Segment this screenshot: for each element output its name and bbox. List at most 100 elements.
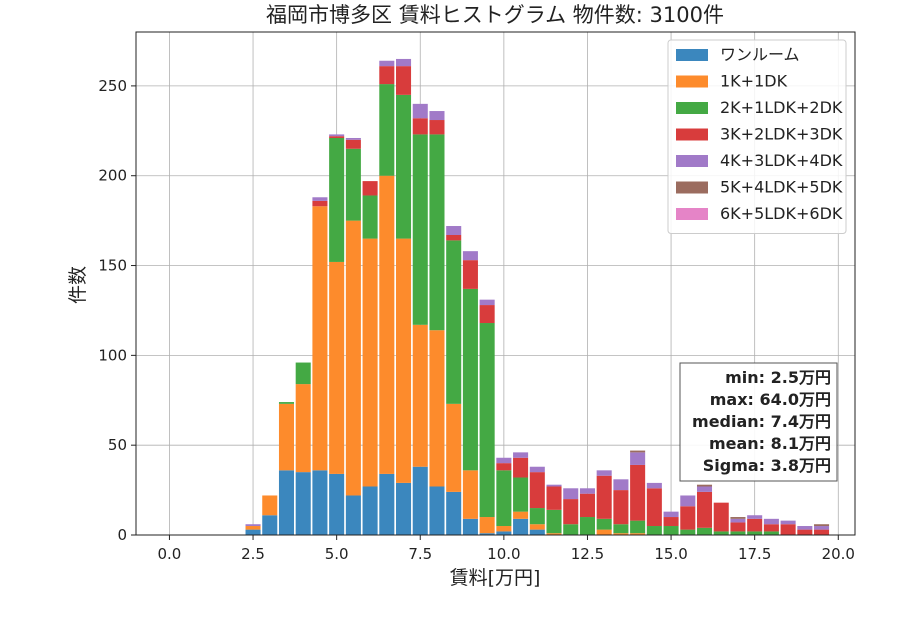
bar-segment bbox=[396, 238, 412, 483]
stats-frame bbox=[679, 362, 838, 482]
bar-segment bbox=[696, 491, 713, 528]
bar-segment bbox=[747, 531, 763, 535]
bar-segment bbox=[513, 457, 529, 478]
bar-segment bbox=[446, 491, 462, 535]
bar-segment bbox=[295, 384, 311, 473]
legend-entry: 4K+3LDK+4DK bbox=[720, 151, 843, 170]
bar-segment bbox=[680, 495, 696, 507]
bar-segment bbox=[596, 475, 612, 519]
bar-segment bbox=[513, 511, 529, 519]
bar-segment bbox=[797, 526, 813, 530]
bar-segment bbox=[312, 197, 328, 201]
bar-segment bbox=[563, 524, 579, 535]
bar-segment bbox=[479, 305, 495, 324]
bar-segment bbox=[345, 220, 361, 496]
bar-segment bbox=[529, 508, 545, 525]
plot-frame bbox=[135, 31, 856, 536]
y-tick-label: 250 bbox=[98, 77, 127, 95]
chart-title: 福岡市博多区 賃料ヒストグラム 物件数: 3100件 bbox=[266, 3, 724, 27]
ticks: 0.0 2.5 5.0 7.5 10.0 12.5 15.0 17.5 20.0 0 50 100 15… bbox=[98, 77, 855, 563]
bar-segment bbox=[579, 517, 595, 535]
bar-segment bbox=[496, 531, 512, 535]
bar-segment bbox=[412, 103, 428, 119]
bar-segment bbox=[278, 403, 295, 471]
bar-segment bbox=[396, 66, 412, 95]
bar-segment bbox=[763, 531, 779, 535]
bar-segment bbox=[412, 118, 428, 135]
bar-segment bbox=[379, 473, 395, 535]
bar-segment bbox=[529, 466, 545, 473]
legend-frame bbox=[667, 39, 847, 234]
bar-segment bbox=[513, 452, 529, 458]
bar-segment bbox=[763, 518, 779, 525]
bar-segment bbox=[312, 470, 328, 535]
legend-entry: 2K+1LDK+2DK bbox=[720, 98, 843, 117]
bar-segment bbox=[396, 482, 412, 535]
legend-swatch bbox=[676, 181, 708, 194]
legend-entry: 5K+4LDK+5DK bbox=[720, 178, 843, 197]
legend-entry: 6K+5LDK+6DK bbox=[720, 204, 843, 223]
bar-segment bbox=[479, 323, 495, 518]
bar-segment bbox=[345, 139, 361, 149]
bar-segment bbox=[429, 330, 445, 487]
y-tick-label: 50 bbox=[108, 436, 127, 454]
bar-segment bbox=[814, 526, 830, 530]
bar-segment bbox=[462, 251, 478, 261]
legend: ワンルーム 1K+1DK 2K+1LDK+2DK 3K+2LDK+3DK 4K+3LDK… bbox=[667, 39, 847, 234]
legend-swatch bbox=[676, 155, 708, 167]
bar-segment bbox=[596, 518, 612, 530]
bar-segment bbox=[663, 526, 679, 535]
x-tick-label: 15.0 bbox=[654, 545, 687, 563]
y-tick-label: 150 bbox=[98, 257, 127, 275]
bar-segment bbox=[696, 527, 713, 535]
bar-segment bbox=[262, 495, 278, 516]
bar-segment bbox=[379, 60, 395, 67]
bar-segment bbox=[529, 524, 545, 530]
bar-segment bbox=[278, 402, 295, 404]
bar-segment bbox=[396, 94, 412, 239]
x-tick-label: 7.5 bbox=[408, 545, 432, 563]
bar-segment bbox=[763, 524, 779, 532]
bar-segment bbox=[446, 226, 462, 235]
bar-segment bbox=[329, 473, 345, 535]
bar-segment bbox=[329, 137, 345, 262]
legend-swatch bbox=[676, 75, 708, 88]
x-tick-label: 10.0 bbox=[487, 545, 520, 563]
stats-line: mean: 8.1万円 bbox=[709, 434, 831, 453]
bar-segment bbox=[663, 517, 679, 527]
x-tick-label: 12.5 bbox=[571, 545, 604, 563]
bar-segment bbox=[747, 515, 763, 519]
bar-segment bbox=[814, 529, 830, 535]
bar-segment bbox=[613, 479, 629, 491]
y-tick-label: 100 bbox=[98, 346, 127, 364]
bar-segment bbox=[630, 452, 646, 465]
bar-segment bbox=[696, 486, 713, 492]
bar-segment bbox=[479, 517, 495, 534]
bar-segment bbox=[245, 529, 261, 535]
bar-segment bbox=[429, 120, 445, 135]
bar-segment bbox=[646, 488, 662, 527]
bar-segment bbox=[496, 526, 512, 532]
bar-segment bbox=[345, 495, 361, 535]
bar-segment bbox=[529, 472, 545, 509]
bar-segment bbox=[295, 472, 311, 535]
legend-swatch bbox=[676, 208, 708, 220]
bar-segment bbox=[446, 234, 462, 241]
bar-segment bbox=[462, 518, 478, 535]
bar-segment bbox=[596, 529, 612, 535]
bar-segment bbox=[362, 486, 378, 535]
bar-segment bbox=[747, 518, 763, 532]
bar-segment bbox=[379, 84, 395, 176]
bar-segment bbox=[513, 518, 529, 535]
bar-segment bbox=[730, 531, 746, 535]
bar-segment bbox=[613, 524, 629, 534]
bar-segment bbox=[613, 490, 629, 525]
bar-segment bbox=[680, 529, 696, 535]
bar-segment bbox=[546, 533, 562, 535]
legend-entry: 1K+1DK bbox=[720, 72, 788, 91]
legend-entry: 3K+2LDK+3DK bbox=[720, 125, 843, 144]
stats-box: min: 2.5万円 max: 64.0万円 median: 7.4万円 mean: … bbox=[679, 362, 838, 482]
bar-segment bbox=[446, 403, 462, 492]
bar-segment bbox=[446, 240, 462, 404]
stats-line: Sigma: 3.8万円 bbox=[703, 456, 831, 475]
